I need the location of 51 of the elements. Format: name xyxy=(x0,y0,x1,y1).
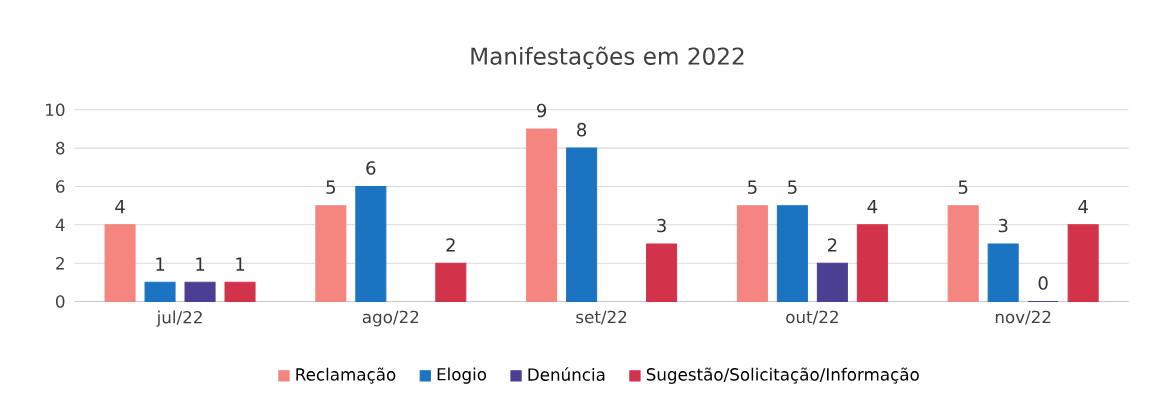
y-tick-label: 6 xyxy=(56,180,65,193)
data-label: 4 xyxy=(115,200,125,214)
data-label: 5 xyxy=(958,180,968,195)
bar xyxy=(355,186,387,303)
y-tick-label: 10 xyxy=(46,103,65,117)
bar xyxy=(1067,224,1099,303)
data-label: 2 xyxy=(827,238,837,252)
legend-label: Denúncia xyxy=(528,367,605,381)
data-label: 4 xyxy=(1078,200,1088,214)
bar xyxy=(776,205,808,303)
bar xyxy=(566,147,598,303)
legend-label: Elogio xyxy=(437,367,487,384)
data-label: 3 xyxy=(998,218,1008,233)
bar xyxy=(856,224,888,303)
bar xyxy=(104,224,136,303)
y-tick-label: 0 xyxy=(56,295,65,308)
bar xyxy=(184,281,216,303)
bar xyxy=(315,205,347,303)
data-label: 5 xyxy=(748,180,757,195)
data-label: 9 xyxy=(537,103,547,118)
data-label: 2 xyxy=(446,238,455,252)
bar xyxy=(646,243,678,303)
data-label: 4 xyxy=(867,200,878,214)
chart-title: Manifestações em 2022 xyxy=(471,46,744,70)
bar xyxy=(526,128,558,303)
data-label: 1 xyxy=(196,257,205,271)
bar xyxy=(987,243,1019,303)
bar xyxy=(816,262,848,303)
bar xyxy=(947,205,979,303)
bar xyxy=(736,205,768,303)
data-label: 3 xyxy=(657,218,666,233)
y-tick-label: 4 xyxy=(55,218,65,232)
legend-label: Sugestão/Solicitação/Informação xyxy=(646,367,919,385)
bar xyxy=(435,262,467,303)
data-label: 5 xyxy=(788,180,797,195)
x-tick-label: set/22 xyxy=(576,310,627,325)
data-label: 0 xyxy=(1038,276,1048,290)
x-tick-label: jul/22 xyxy=(156,310,202,327)
data-label: 8 xyxy=(577,122,587,137)
bar xyxy=(224,281,256,303)
y-tick-label: 2 xyxy=(56,257,64,270)
legend-label: Reclamação xyxy=(296,367,396,384)
y-tick-label: 8 xyxy=(56,141,65,155)
data-label: 1 xyxy=(236,257,245,271)
x-tick-label: nov/22 xyxy=(995,310,1051,325)
bar xyxy=(144,281,176,303)
data-label: 1 xyxy=(156,257,165,271)
x-tick-label: out/22 xyxy=(786,310,838,325)
data-label: 5 xyxy=(326,180,335,195)
x-tick-label: ago/22 xyxy=(362,310,419,327)
data-label: 6 xyxy=(366,161,376,175)
